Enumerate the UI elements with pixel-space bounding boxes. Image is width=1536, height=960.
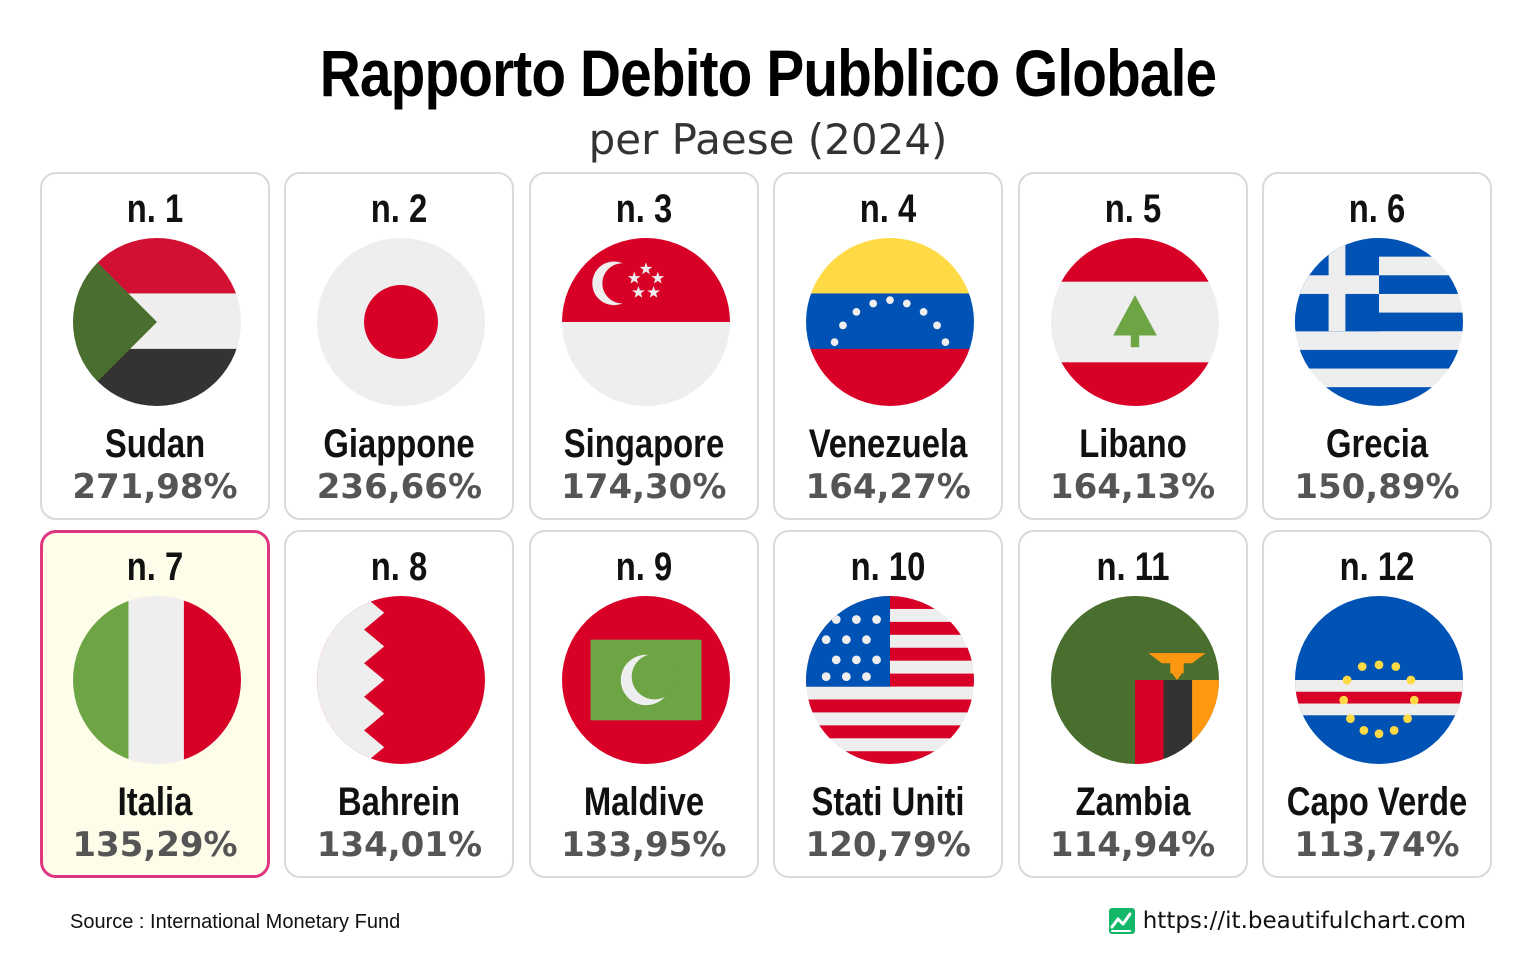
country-name: Sudan — [104, 422, 206, 466]
rank-label: n. 11 — [1096, 545, 1170, 589]
country-card-bahrain: n. 8 Bahrein 134,01% — [284, 530, 515, 878]
country-card-venezuela: n. 4 — [773, 172, 1004, 520]
country-name: Libano — [1078, 422, 1187, 466]
maldives-flag-icon — [561, 596, 730, 764]
website-link[interactable]: https://it.beautifulchart.com — [1108, 905, 1466, 937]
country-name: Capo Verde — [1286, 780, 1468, 824]
singapore-flag-icon — [561, 238, 730, 406]
country-card-cape-verde: n. 12 Capo V — [1261, 530, 1492, 878]
chart-subtitle: per Paese (2024) — [588, 115, 948, 164]
chart-title: Rapporto Debito Pubblico Globale — [319, 36, 1217, 110]
country-name: Singapore — [563, 422, 724, 466]
website-url[interactable]: https://it.beautifulchart.com — [1142, 908, 1466, 934]
rank-label: n. 8 — [371, 545, 428, 589]
debt-value: 271,98% — [72, 467, 238, 507]
country-name: Giappone — [323, 422, 476, 466]
rank-label: n. 4 — [859, 187, 917, 231]
country-name: Grecia — [1325, 422, 1429, 466]
country-card-italy: n. 7 Italia 135,29% — [40, 530, 270, 878]
debt-value: 133,95% — [561, 825, 727, 865]
country-card-maldives: n. 9 Maldive 133,95% — [528, 530, 759, 878]
rank-label: n. 12 — [1339, 545, 1415, 589]
japan-flag-icon — [317, 238, 486, 406]
sudan-flag-icon — [73, 238, 241, 406]
country-name: Venezuela — [808, 422, 968, 466]
debt-value: 164,27% — [805, 467, 971, 507]
country-name: Bahrein — [338, 780, 461, 824]
rank-label: n. 1 — [126, 187, 184, 231]
rank-label: n. 9 — [615, 545, 673, 589]
debt-value: 113,74% — [1294, 825, 1460, 865]
rank-label: n. 3 — [615, 187, 673, 231]
country-card-singapore: n. 3 Singapore 174,30% — [528, 172, 759, 520]
debt-value: 135,29% — [72, 825, 238, 865]
rank-label: n. 2 — [371, 187, 428, 231]
rank-label: n. 10 — [850, 545, 926, 589]
rank-label: n. 6 — [1348, 187, 1406, 231]
country-name: Italia — [117, 780, 193, 824]
country-card-japan: n. 2 Giappone 236,66% — [284, 172, 515, 520]
debt-value: 134,01% — [316, 825, 483, 865]
source-note: Source : International Monetary Fund — [70, 911, 401, 933]
country-name: Stati Uniti — [811, 780, 965, 824]
greece-flag-icon — [1294, 238, 1463, 406]
zambia-flag-icon — [1050, 596, 1219, 764]
rank-label: n. 5 — [1104, 187, 1161, 231]
country-grid: n. 1 Sudan 271,98% n. 2 Giappone 236 — [40, 172, 1492, 878]
chart-logo-icon — [1108, 908, 1135, 934]
debt-value: 236,66% — [316, 467, 483, 507]
rank-label: n. 7 — [126, 545, 184, 589]
usa-flag-icon — [806, 596, 975, 764]
debt-value: 120,79% — [805, 825, 971, 865]
cape-verde-flag-icon — [1294, 596, 1463, 764]
country-card-lebanon: n. 5 Libano 164,13% — [1017, 172, 1248, 520]
bahrain-flag-icon — [317, 596, 486, 764]
country-card-usa: n. 10 — [773, 530, 1004, 878]
debt-value: 164,13% — [1049, 467, 1216, 507]
debt-value: 174,30% — [561, 467, 727, 507]
country-name: Maldive — [583, 780, 704, 824]
lebanon-flag-icon — [1050, 238, 1219, 406]
debt-value: 150,89% — [1294, 467, 1460, 507]
country-card-greece: n. 6 Grecia 150,89% — [1261, 172, 1492, 520]
venezuela-flag-icon — [806, 238, 975, 406]
italy-flag-icon — [73, 596, 241, 764]
country-card-zambia: n. 11 Zambia 114,94% — [1017, 530, 1248, 878]
country-card-sudan: n. 1 Sudan 271,98% — [40, 172, 270, 520]
country-name: Zambia — [1075, 780, 1190, 824]
debt-value: 114,94% — [1049, 825, 1216, 865]
